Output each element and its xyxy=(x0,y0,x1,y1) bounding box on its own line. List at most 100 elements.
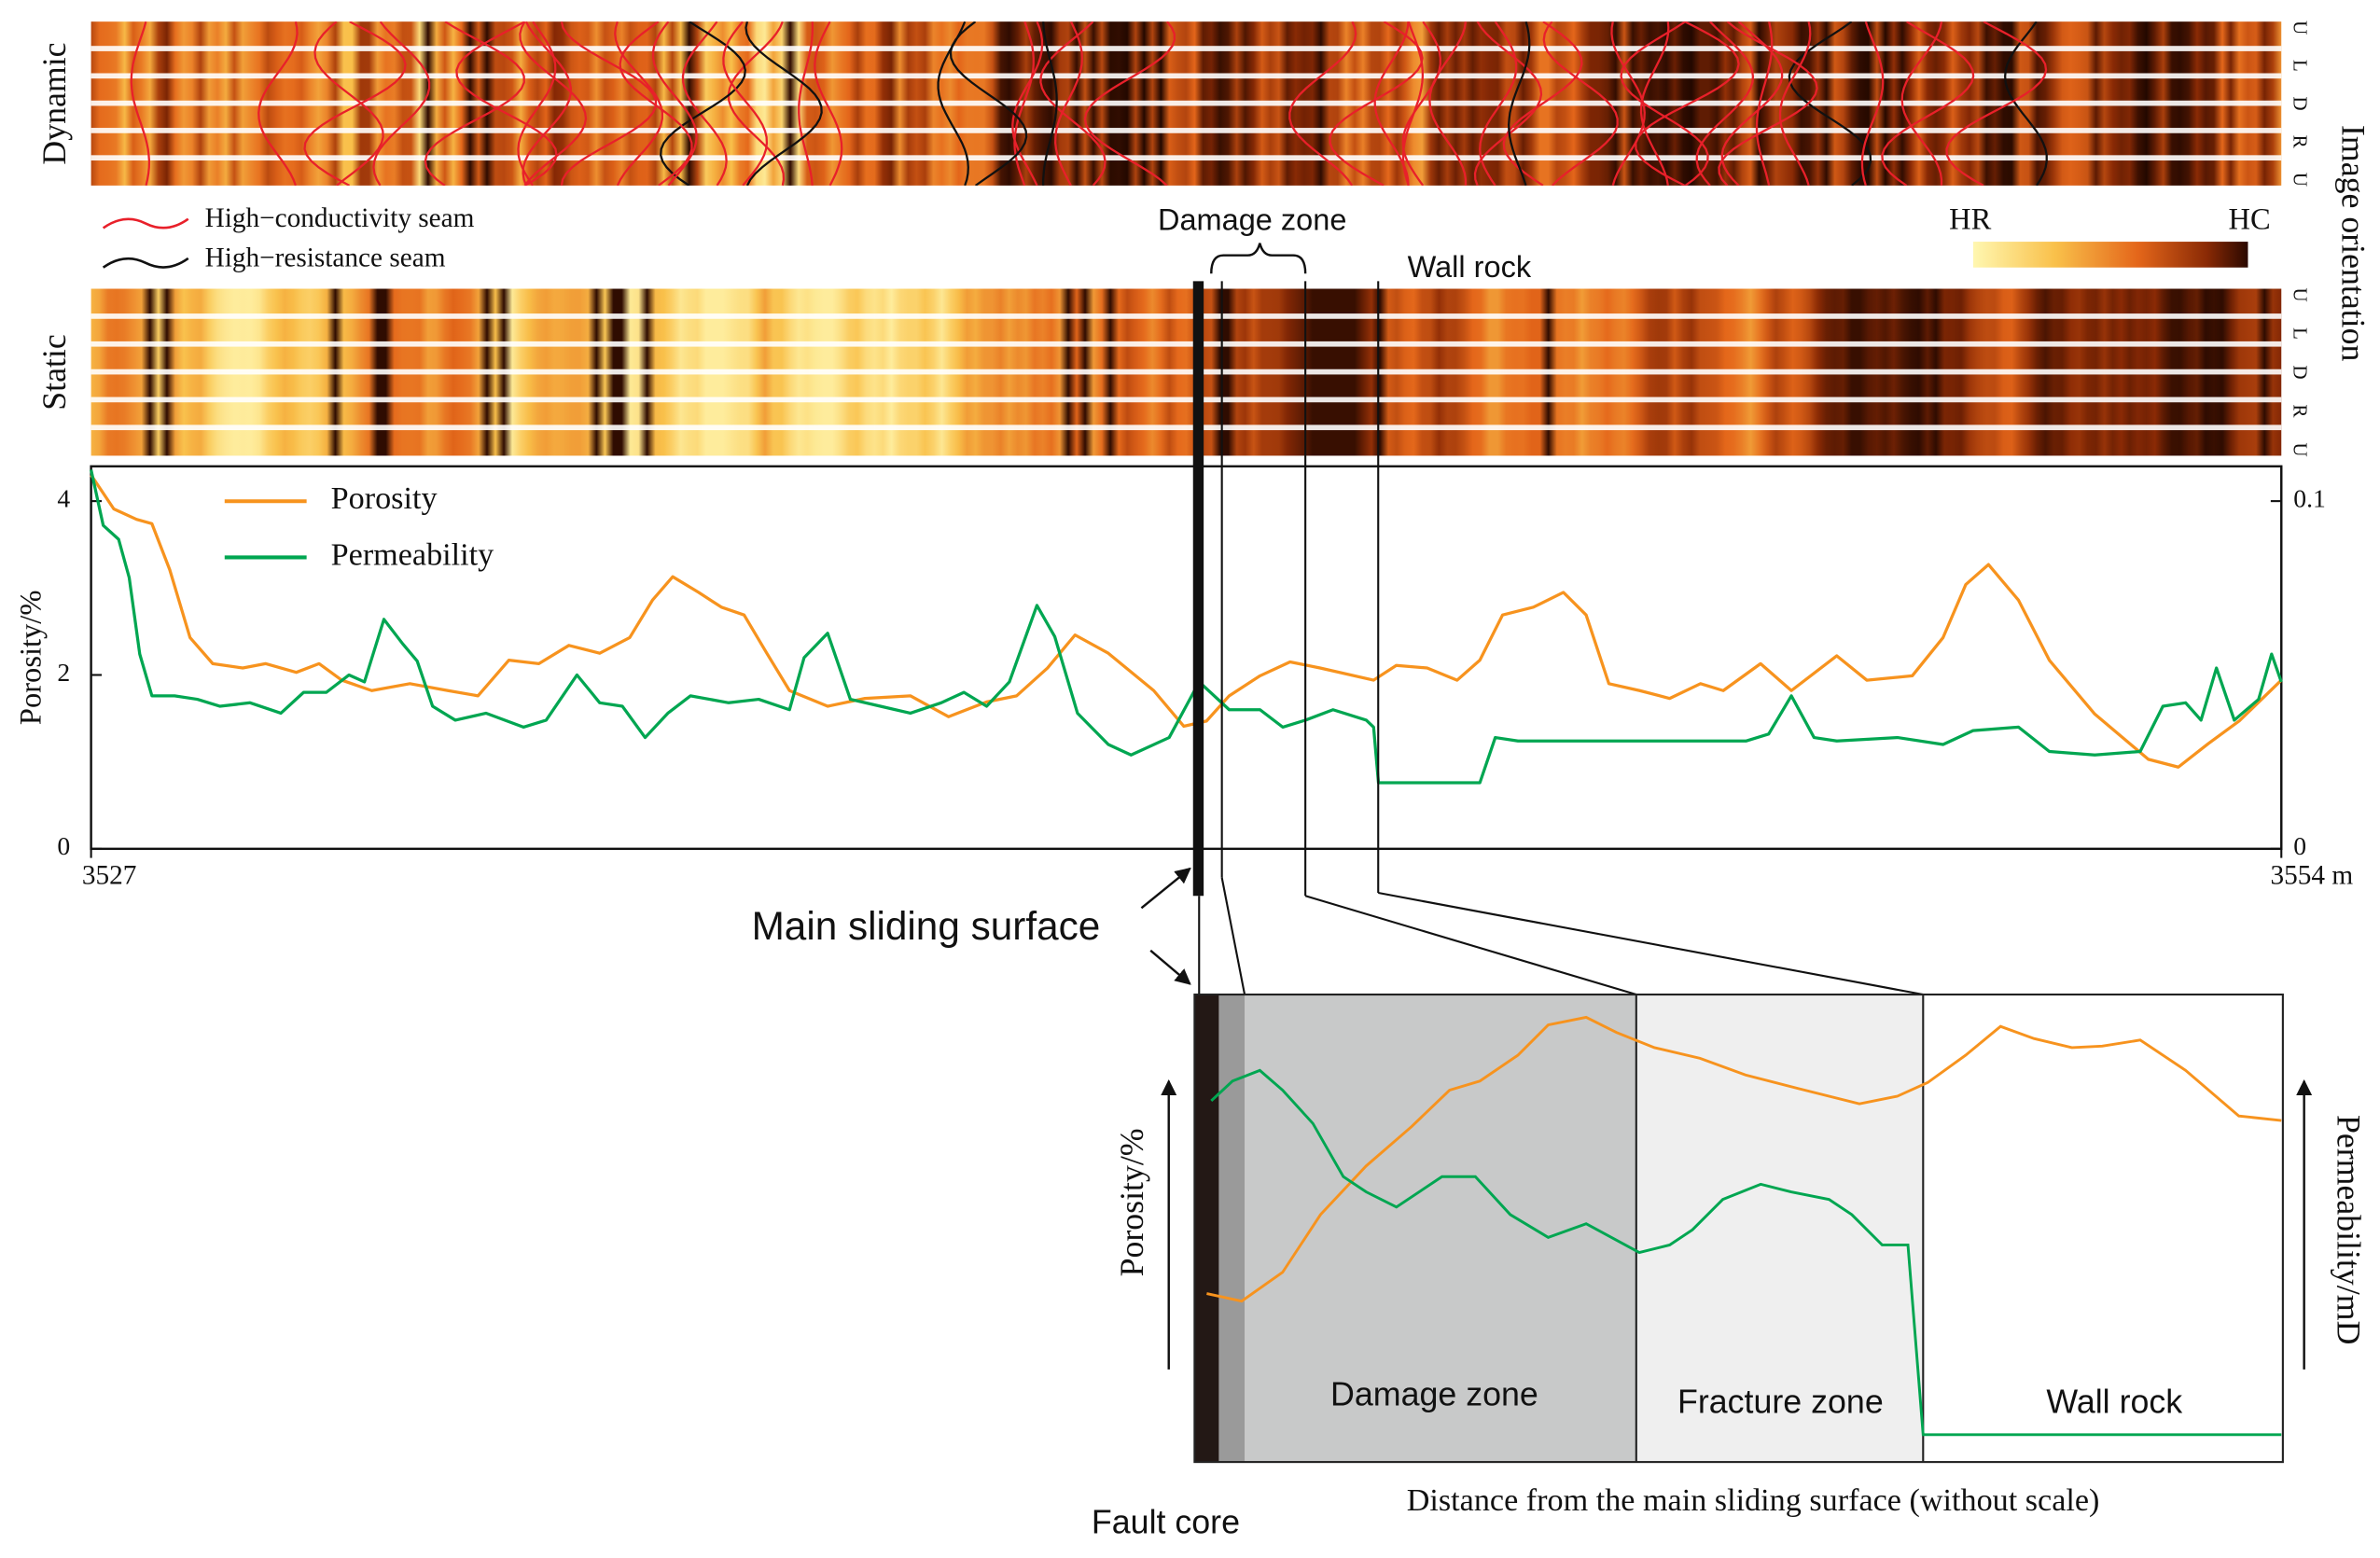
series-line xyxy=(90,474,2283,769)
zone-label: Damage zone xyxy=(1330,1376,1538,1413)
y-tick-label: 0 xyxy=(57,831,70,860)
sliding-surface xyxy=(1192,281,1204,897)
seam xyxy=(1428,21,1468,186)
seam xyxy=(1502,21,1583,186)
series-line xyxy=(90,469,2283,785)
seam xyxy=(1945,21,2048,186)
schematic-porosity xyxy=(1206,1015,2282,1303)
seam xyxy=(1542,21,1619,186)
pad-gap xyxy=(90,424,2282,431)
seam xyxy=(424,21,525,186)
orientation-letter: U xyxy=(2289,287,2311,301)
plot-frame xyxy=(90,465,2283,851)
legend-label: High−resistance seam xyxy=(205,243,446,272)
seam xyxy=(519,21,588,186)
orientation-letter: L xyxy=(2289,327,2311,340)
axis-label: Porosity/% xyxy=(1113,1128,1150,1276)
pad-gap xyxy=(90,100,2282,106)
seam xyxy=(1695,21,1755,186)
seam xyxy=(722,21,769,186)
seam xyxy=(1083,21,1176,186)
seam xyxy=(303,21,407,186)
seam xyxy=(1011,21,1044,186)
connector xyxy=(1304,895,1637,996)
orientation-letter: U xyxy=(2289,21,2311,35)
seam xyxy=(1755,21,1774,186)
zone-label: Wall rock xyxy=(2046,1384,2182,1421)
zone-label: Fracture zone xyxy=(1677,1384,1884,1421)
seam xyxy=(681,21,728,186)
seam xyxy=(745,21,823,186)
seam xyxy=(1054,21,1083,186)
orientation-letter: R xyxy=(2289,404,2311,418)
seam xyxy=(1479,21,1518,186)
y-tick-label: 4 xyxy=(57,483,70,512)
seam xyxy=(798,21,814,186)
seam xyxy=(257,21,299,186)
legend-label: High−conductivity seam xyxy=(205,203,475,233)
seam xyxy=(522,21,573,186)
seam xyxy=(814,21,843,186)
zone xyxy=(1923,995,2283,1463)
seam xyxy=(1039,21,1106,186)
y2-tick-label: 0.1 xyxy=(2293,483,2326,512)
connector xyxy=(1378,891,1924,996)
zone xyxy=(1218,995,1246,1463)
orientation-letter: R xyxy=(2289,135,2311,149)
schematic: Damage zone Fracture zone Wall rock Poro… xyxy=(1113,993,2367,1518)
seam xyxy=(1720,21,1784,186)
seam xyxy=(1900,21,1943,186)
x-tick-label: 3554 m xyxy=(2270,860,2353,890)
arrow xyxy=(1149,949,1191,985)
seams xyxy=(130,21,2048,186)
seam xyxy=(1042,21,1058,186)
axis-label: Distance from the main sliding surface (… xyxy=(1407,1483,2100,1518)
orientation-label: Image orientation xyxy=(2334,125,2372,361)
legend-swatch xyxy=(102,257,189,269)
seam xyxy=(560,21,658,186)
annotation: Main sliding surface xyxy=(752,904,1101,948)
seam xyxy=(1860,21,1885,186)
fault-core xyxy=(1194,995,1219,1463)
pad-gap xyxy=(90,341,2282,347)
x-tick-label: 3527 xyxy=(82,860,137,890)
seam xyxy=(614,21,663,186)
brace xyxy=(1210,243,1307,274)
y2-tick-label: 0 xyxy=(2293,831,2306,860)
seam xyxy=(1288,21,1357,186)
pad-gap xyxy=(90,313,2282,319)
y-tick-label: 2 xyxy=(57,658,70,687)
seam xyxy=(1778,21,1812,186)
image-logs: U L D R U U L D R U xyxy=(90,21,2311,457)
seam xyxy=(455,21,558,186)
y-axis-label: Porosity/% xyxy=(14,591,48,726)
seam xyxy=(372,21,431,186)
legend-label: Permeability xyxy=(331,537,494,572)
arrow xyxy=(1140,867,1191,910)
seam xyxy=(1508,21,1531,186)
connector xyxy=(1220,877,1246,995)
seam xyxy=(949,21,1028,186)
seam xyxy=(2004,21,2048,186)
pad-gap xyxy=(90,396,2282,403)
seam xyxy=(1639,21,1670,186)
frame xyxy=(1193,993,2284,1464)
seam xyxy=(619,21,693,186)
seam xyxy=(1635,21,1740,186)
axis-label: Permeability/mD xyxy=(2330,1115,2367,1344)
orientation-letter: U xyxy=(2289,442,2311,456)
orientation-letter: L xyxy=(2289,60,2311,72)
pad-gap xyxy=(90,46,2282,51)
line-chart: 0 2 4 0 0.1 3527 3554 m Porosity/% Porosity Perme… xyxy=(14,465,2353,890)
seam xyxy=(1881,21,1975,186)
annotation: Wall rock xyxy=(1408,250,1532,284)
pad-gap xyxy=(90,155,2282,161)
colorbar-label: HC xyxy=(2228,202,2270,236)
colorbar xyxy=(1972,242,2248,268)
seam xyxy=(517,21,557,186)
pad-gap xyxy=(90,73,2282,79)
colorbar-label: HR xyxy=(1949,202,1991,236)
panel-label: Dynamic xyxy=(35,42,73,164)
